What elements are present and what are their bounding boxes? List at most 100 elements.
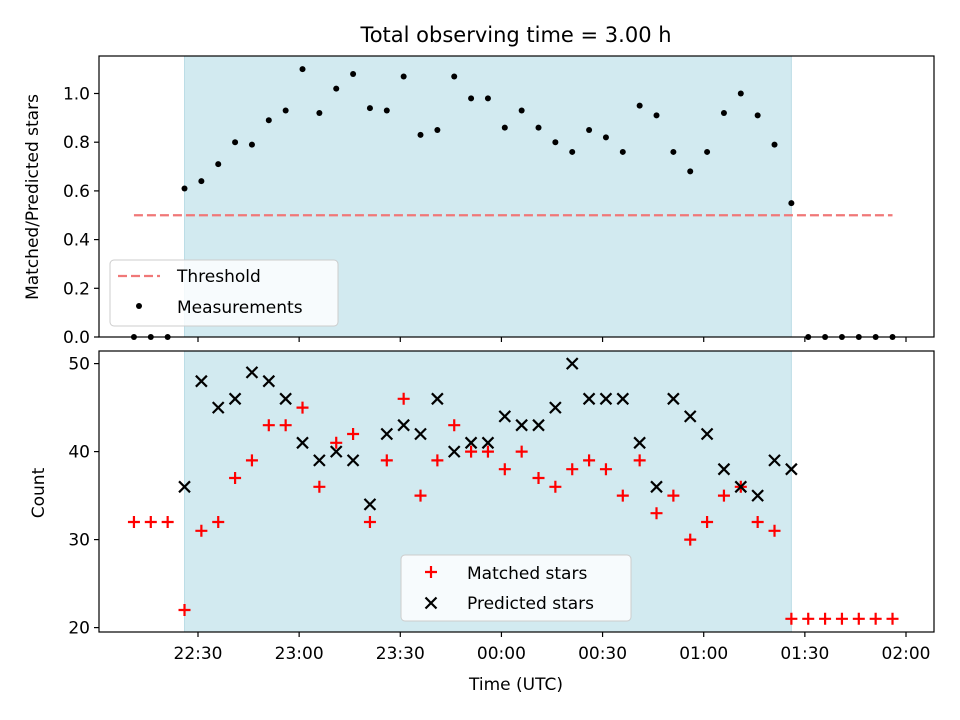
x-axis-label: Time (UTC): [468, 675, 563, 695]
x-tick-label: 02:00: [882, 644, 931, 664]
matched-star-point: [414, 489, 427, 502]
matched-star-point: [380, 454, 393, 467]
top-panel: 0.0 0.2 0.4 0.6 0.8 1.0 Threshold Measurements: [63, 55, 935, 348]
predicted-star-point: [633, 436, 646, 450]
measurement-point: [451, 73, 458, 80]
measurement-point: [316, 109, 323, 116]
predicted-star-point: [549, 401, 562, 414]
measurement-point: [350, 71, 357, 78]
predicted-star-point: [515, 418, 528, 432]
matched-star-point: [262, 419, 275, 432]
measurement-point: [282, 107, 289, 114]
legend-box: [109, 259, 339, 327]
measurement-point: [434, 127, 441, 134]
measurement-point: [501, 124, 508, 131]
measurement-point: [484, 95, 491, 102]
measurement-point: [704, 148, 711, 155]
matched-star-point: [245, 454, 258, 467]
matched-star-point: [835, 612, 848, 625]
x-tick-label: 23:00: [275, 644, 324, 664]
measurement-point: [333, 85, 340, 92]
y-tick-label: 30: [68, 531, 90, 551]
predicted-star-point: [178, 480, 191, 494]
measurement-point: [468, 95, 475, 102]
measurement-point: [754, 112, 761, 119]
matched-star-point: [684, 533, 697, 546]
predicted-star-point: [414, 427, 427, 441]
legend-predicted-swatch: [424, 596, 438, 610]
legend-measurement-swatch: [136, 303, 142, 309]
y-tick-label: 0.2: [63, 279, 90, 299]
matched-star-point: [819, 612, 832, 625]
measurement-point: [670, 148, 677, 155]
measurement-point: [552, 139, 559, 146]
measurement-point: [198, 178, 205, 185]
predicted-star-point: [532, 418, 545, 432]
measurement-point: [366, 105, 373, 112]
legend-matched-swatch: [425, 566, 437, 578]
y-tick-label: 0.0: [63, 328, 90, 348]
predicted-star-point: [279, 392, 292, 406]
predicted-star-point: [768, 454, 781, 467]
measurement-point: [788, 200, 795, 207]
y-tick-label: 40: [68, 443, 90, 463]
matched-star-point: [667, 489, 680, 502]
matched-star-point: [532, 472, 545, 484]
predicted-star-point: [211, 401, 225, 414]
measurement-point: [232, 139, 239, 146]
matched-star-point: [785, 612, 798, 625]
predicted-star-point: [616, 392, 630, 406]
matched-star-point: [768, 524, 781, 537]
matched-star-point: [498, 463, 511, 476]
predicted-star-point: [700, 427, 714, 441]
y-tick-label: 0.6: [63, 182, 90, 202]
measurement-point: [535, 124, 542, 131]
matched-star-point: [347, 428, 360, 440]
measurement-point: [737, 90, 744, 97]
bottom-panel: 20 30 40 50 22:30 23:00 23:30 00:00 00:30 01:00 01…: [68, 350, 935, 664]
predicted-star-point: [346, 454, 360, 467]
matched-star-point: [751, 516, 764, 528]
matched-star-point: [616, 489, 629, 502]
x-tick-label: 00:30: [578, 644, 627, 664]
y-tick-label: 50: [68, 355, 90, 375]
predicted-star-point: [397, 418, 410, 432]
predicted-star-point: [683, 410, 697, 423]
chart-title: Total observing time = 3.00 h: [359, 23, 671, 47]
measurement-point: [400, 73, 407, 80]
matched-star-point: [802, 612, 815, 625]
measurement-point: [518, 107, 525, 114]
bottom-legend: Matched stars Predicted stars: [400, 554, 632, 622]
predicted-star-point: [245, 366, 259, 379]
legend-box: [400, 554, 632, 622]
top-axes-frame: [98, 55, 935, 338]
matched-star-point: [717, 489, 730, 502]
measurement-point: [417, 131, 424, 138]
matched-star-point: [650, 507, 663, 520]
legend-predicted-label: Predicted stars: [467, 594, 594, 614]
predicted-star-point: [296, 436, 309, 450]
y-tick-label: 0.4: [63, 231, 90, 251]
matched-star-point: [465, 445, 478, 458]
top-y-axis-label: Matched/Predicted stars: [23, 94, 43, 300]
x-tick-label: 00:00: [477, 644, 526, 664]
top-legend: Threshold Measurements: [109, 259, 339, 327]
y-tick-label: 20: [68, 619, 90, 639]
predicted-star-point: [313, 454, 326, 467]
predicted-star-point: [329, 445, 343, 458]
matched-star-point: [583, 454, 596, 467]
matched-star-point: [431, 454, 444, 467]
matched-star-point: [161, 516, 174, 528]
measurement-point: [181, 185, 188, 192]
matched-star-point: [313, 480, 326, 493]
matched-star-point: [279, 419, 292, 432]
predicted-star-point: [599, 392, 613, 406]
matched-star-point: [481, 445, 494, 458]
x-tick-label: 01:00: [679, 644, 728, 664]
measurement-point: [720, 109, 727, 116]
predicted-star-point: [464, 436, 478, 450]
legend-measurement-label: Measurements: [177, 298, 303, 318]
measurement-point: [383, 107, 390, 114]
x-tick-label: 01:30: [780, 644, 829, 664]
